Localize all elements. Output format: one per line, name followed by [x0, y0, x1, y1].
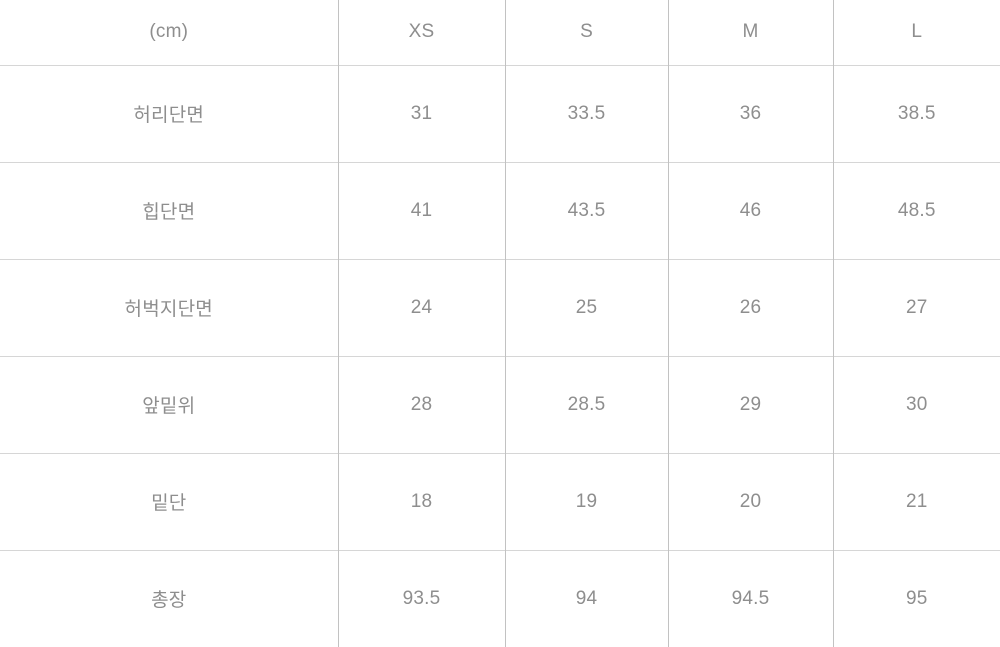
value-cell: 94 [504, 550, 668, 647]
value-cell: 95 [832, 550, 1000, 647]
row-label: 총장 [151, 590, 187, 612]
value-cell: 31 [337, 65, 505, 162]
value-cell: 93.5 [337, 550, 505, 647]
value-cell: 26 [667, 259, 833, 356]
value-cell: 46 [667, 162, 833, 259]
value-cell: 33.5 [504, 65, 668, 162]
table-row-hip: 힙단면 41 43.5 46 48.5 [0, 162, 1000, 259]
row-label: 밑단 [151, 493, 187, 514]
value-cell: 18 [337, 453, 505, 550]
value-cell: 30 [832, 356, 1000, 453]
row-label: 허리단면 [133, 105, 205, 126]
value-cell: 21 [832, 453, 1000, 550]
value-cell: 29 [667, 356, 833, 453]
value-cell: 24 [337, 259, 505, 356]
table-row-hem: 밑단 18 19 20 21 [0, 453, 1000, 550]
value-cell: 41 [337, 162, 505, 259]
row-label: 힙단면 [142, 202, 196, 223]
table-row-total-length: 총장 93.5 94 94.5 95 [0, 550, 1000, 647]
value-cell: 36 [667, 65, 833, 162]
size-header-xs: XS [337, 0, 505, 65]
table-row-front-rise: 앞밑위 28 28.5 29 30 [0, 356, 1000, 453]
table-row-thigh: 허벅지단면 24 25 26 27 [0, 259, 1000, 356]
value-cell: 94.5 [667, 550, 833, 647]
value-cell: 38.5 [832, 65, 1000, 162]
row-label: 허벅지단면 [124, 299, 213, 320]
value-cell: 25 [504, 259, 668, 356]
table-row-waist: 허리단면 31 33.5 36 38.5 [0, 65, 1000, 162]
value-cell: 48.5 [832, 162, 1000, 259]
value-cell: 27 [832, 259, 1000, 356]
value-cell: 28.5 [504, 356, 668, 453]
row-label: 앞밑위 [142, 396, 196, 417]
size-header-m: M [667, 0, 833, 65]
size-header-l: L [832, 0, 1000, 65]
value-cell: 19 [504, 453, 668, 550]
unit-header-cell: (cm) [149, 21, 189, 43]
value-cell: 28 [337, 356, 505, 453]
value-cell: 20 [667, 453, 833, 550]
value-cell: 43.5 [504, 162, 668, 259]
size-header-s: S [504, 0, 668, 65]
header-row: (cm) XS S M L [0, 0, 1000, 65]
